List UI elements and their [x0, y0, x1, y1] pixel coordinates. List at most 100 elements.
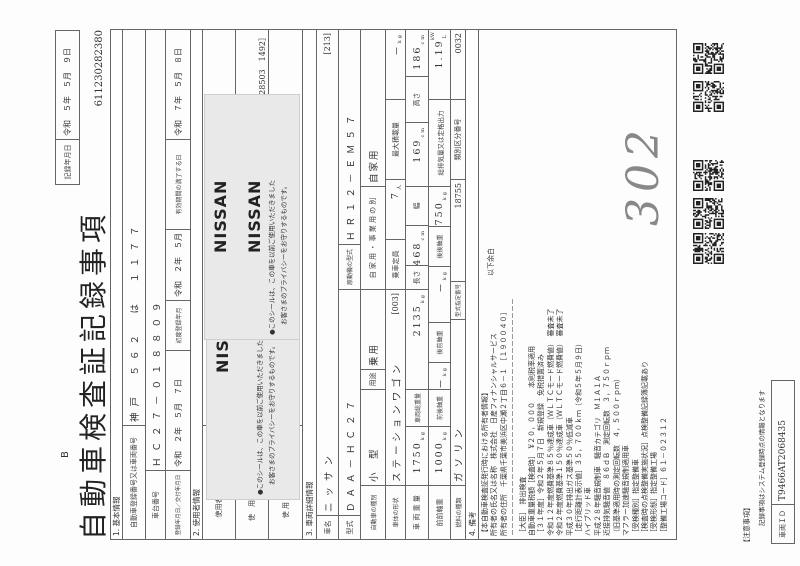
remark-line: ［検査時の点検整備実施状況］点検整備記録簿記載あり	[640, 361, 649, 536]
rf-axle-number: －	[435, 281, 447, 293]
vehicle-weight-number: 1750	[411, 441, 423, 474]
reg-date-label: 登録年月日／交付年月日	[165, 470, 191, 540]
rear-front-axle-value: － kg	[428, 266, 451, 323]
engine-model-label: 原動機の型式	[338, 244, 361, 290]
vehicle-class-value: 小 型	[360, 389, 386, 486]
vehicle-id-value: T9466AT2068435	[771, 380, 795, 505]
model-value: ＤＡＡ－ＨＣ２７	[338, 289, 361, 516]
body-shape-name: ステーションワゴン	[391, 360, 403, 482]
rr-axle-number: 750	[434, 201, 445, 226]
private-business-value: 自家用	[360, 29, 386, 187]
section-remarks-heading: 4. 備考	[465, 29, 479, 540]
max-load-number: －	[391, 44, 403, 56]
registration-value: 神戸 ５６２ は １１７７	[122, 29, 146, 426]
fr-axle-unit: kg	[442, 366, 448, 377]
gross-weight-label: 車両総重量	[405, 389, 429, 427]
first-reg-value: 令和 ２年 ５月	[165, 229, 191, 301]
remark-line: ［受検種別］指定整備車	[631, 459, 640, 536]
document-title: 自動車検査証記録事項	[77, 209, 110, 540]
width-unit: cm	[420, 126, 426, 138]
remark-line: 所有者の住所 千葉県千葉市美浜区中瀬２丁目６－１ ［１９００４０］	[499, 308, 508, 537]
nissan-logo: NISSAN	[211, 179, 230, 253]
category-number-value: 0032	[450, 29, 466, 100]
remark-line: 令和１２年度燃費基準８５％達成車（ＷＬＴＣモード燃費値） 審査未了	[546, 308, 555, 537]
rear-rear-axle-value: 750 kg	[428, 186, 451, 227]
capacity-label: 乗車定員	[385, 239, 406, 290]
privacy-sticker-2: NISSAN NISSAN ●このシールは、この車を以前ご使用いただきました お…	[204, 94, 300, 340]
vehicle-id-label: 車両ＩＤ	[771, 504, 795, 544]
remarks-notes: 【本自動車検査証発行時における所有者情報】 所有者の氏名又は名称 株式会社 日産フ…	[481, 236, 669, 536]
remark-line: ［大臣］ 排出検査	[518, 476, 527, 537]
remark-line: 【本自動車検査証発行時における所有者情報】	[481, 389, 489, 536]
remark-line: ［３１年度］令和２年５月７日 新規登録 免税措置済み	[537, 354, 546, 536]
displacement-label: 総排気量又は定格出力	[428, 99, 451, 187]
rear-rear-axle-label: 後後軸重	[428, 226, 451, 267]
make-code: [213]	[323, 33, 332, 55]
displacement-number: 1.19	[434, 39, 445, 69]
fuel-label: 燃料の種類	[450, 485, 466, 540]
remark-line: ハイブリッド車	[584, 487, 593, 536]
remark-line: 令和２年度燃費基準１５０％達成車（ＷＬＴＣモード燃費値） 審査未了	[556, 308, 565, 537]
form-code: B	[60, 451, 71, 458]
rr-axle-unit: kg	[442, 190, 448, 201]
body-shape-value: ステーションワゴン [003]	[385, 289, 406, 486]
rf-axle-unit: kg	[442, 270, 448, 281]
vehicle-weight-value: 1750 kg	[405, 426, 429, 486]
reg-date-value: 令和 ２年 ５月 ７日	[165, 350, 191, 471]
notice-text: 記録事項はシステム登録時点の情報となります	[758, 389, 766, 526]
type-number-value: 18755	[450, 179, 466, 282]
registration-label: 自動車登録番号又は車両番号	[122, 425, 146, 540]
type-number-label: 型式指定番号	[450, 281, 466, 320]
vehicle-weight-unit: kg	[420, 430, 426, 441]
chassis-label: 車台番号	[145, 470, 166, 540]
notice-heading: 【注意事項】	[743, 504, 751, 546]
remark-line: ［整備工場コード］６１－０２３１２	[659, 417, 668, 536]
vehicle-class-label: 自動車の種別	[360, 485, 386, 540]
handwritten-number: 302	[618, 124, 669, 226]
remark-line: ［受検形態］指定整備工場	[650, 452, 659, 536]
gross-weight-value: 2135 kg	[405, 289, 429, 390]
fuel-value: ガソリン	[450, 319, 466, 486]
expiry-label: 有効期間の満了する日	[165, 139, 191, 230]
max-load-value: － kg	[385, 29, 406, 100]
first-reg-label: 初度登録年月	[165, 300, 191, 351]
record-date-value: 令和 ５年 ５月 ９日	[55, 30, 80, 140]
displacement-unit: L	[442, 33, 448, 39]
front-rear-axle-value: － kg	[428, 362, 451, 390]
use-value: 乗用	[360, 289, 386, 370]
sticker-text-2: お客さまのプライバシーをお守りするものです。	[268, 342, 276, 485]
gross-weight-number: 2135	[411, 304, 423, 337]
category-number-label: 類別区分番号	[450, 99, 466, 180]
qr-code-1	[693, 43, 724, 74]
length-unit: cm	[420, 229, 426, 241]
make-value: ニッサン [213]	[316, 29, 339, 516]
width-value: 169 cm	[405, 122, 429, 187]
front-front-axle-label: 前前軸重	[428, 485, 451, 540]
ff-axle-unit: kg	[442, 430, 448, 441]
height-unit: cm	[420, 33, 426, 45]
length-value: 468 cm	[405, 225, 429, 266]
width-number: 169	[411, 138, 423, 163]
nissan-logo: NISSAN	[245, 179, 264, 253]
private-business-label: 自 家 用 ・ 事 業 用 の 別	[360, 186, 386, 290]
height-number: 186	[411, 45, 423, 70]
remark-line: マフラー加速騒音規制適用車	[622, 445, 631, 536]
qr-code-4	[693, 198, 724, 229]
fr-axle-number: －	[435, 377, 447, 389]
remark-line: 平成３０年排出ガス基準５０％低減車	[565, 417, 574, 536]
max-load-unit: kg	[397, 33, 403, 44]
front-front-axle-value: 1000 kg	[428, 426, 451, 486]
qr-code-3	[693, 160, 724, 191]
sticker-text-1: ●このシールは、この車を以前ご使用いただきました	[256, 339, 264, 495]
chassis-value: ＨＣ２７－０１８８０９	[145, 29, 166, 471]
width-label: 幅	[405, 186, 429, 226]
qr-code-5	[693, 233, 724, 264]
engine-model-value: ＨＲ１２－ＥＭ５７	[338, 29, 361, 245]
document-number: 611230282380	[94, 30, 105, 107]
vehicle-weight-label: 車 両 重 量	[405, 485, 429, 540]
remark-line: （旧基準適用時の測定回転数 ４，５００ｒｐｍ）	[612, 375, 621, 536]
remark-line: 近接排気騒音値 ８６ｄＢ 測定回転数 ３，７５０ｒｐｍ	[603, 347, 612, 536]
sticker-text-1: ●このシールは、この車を以前ご使用いただきました	[268, 179, 276, 335]
